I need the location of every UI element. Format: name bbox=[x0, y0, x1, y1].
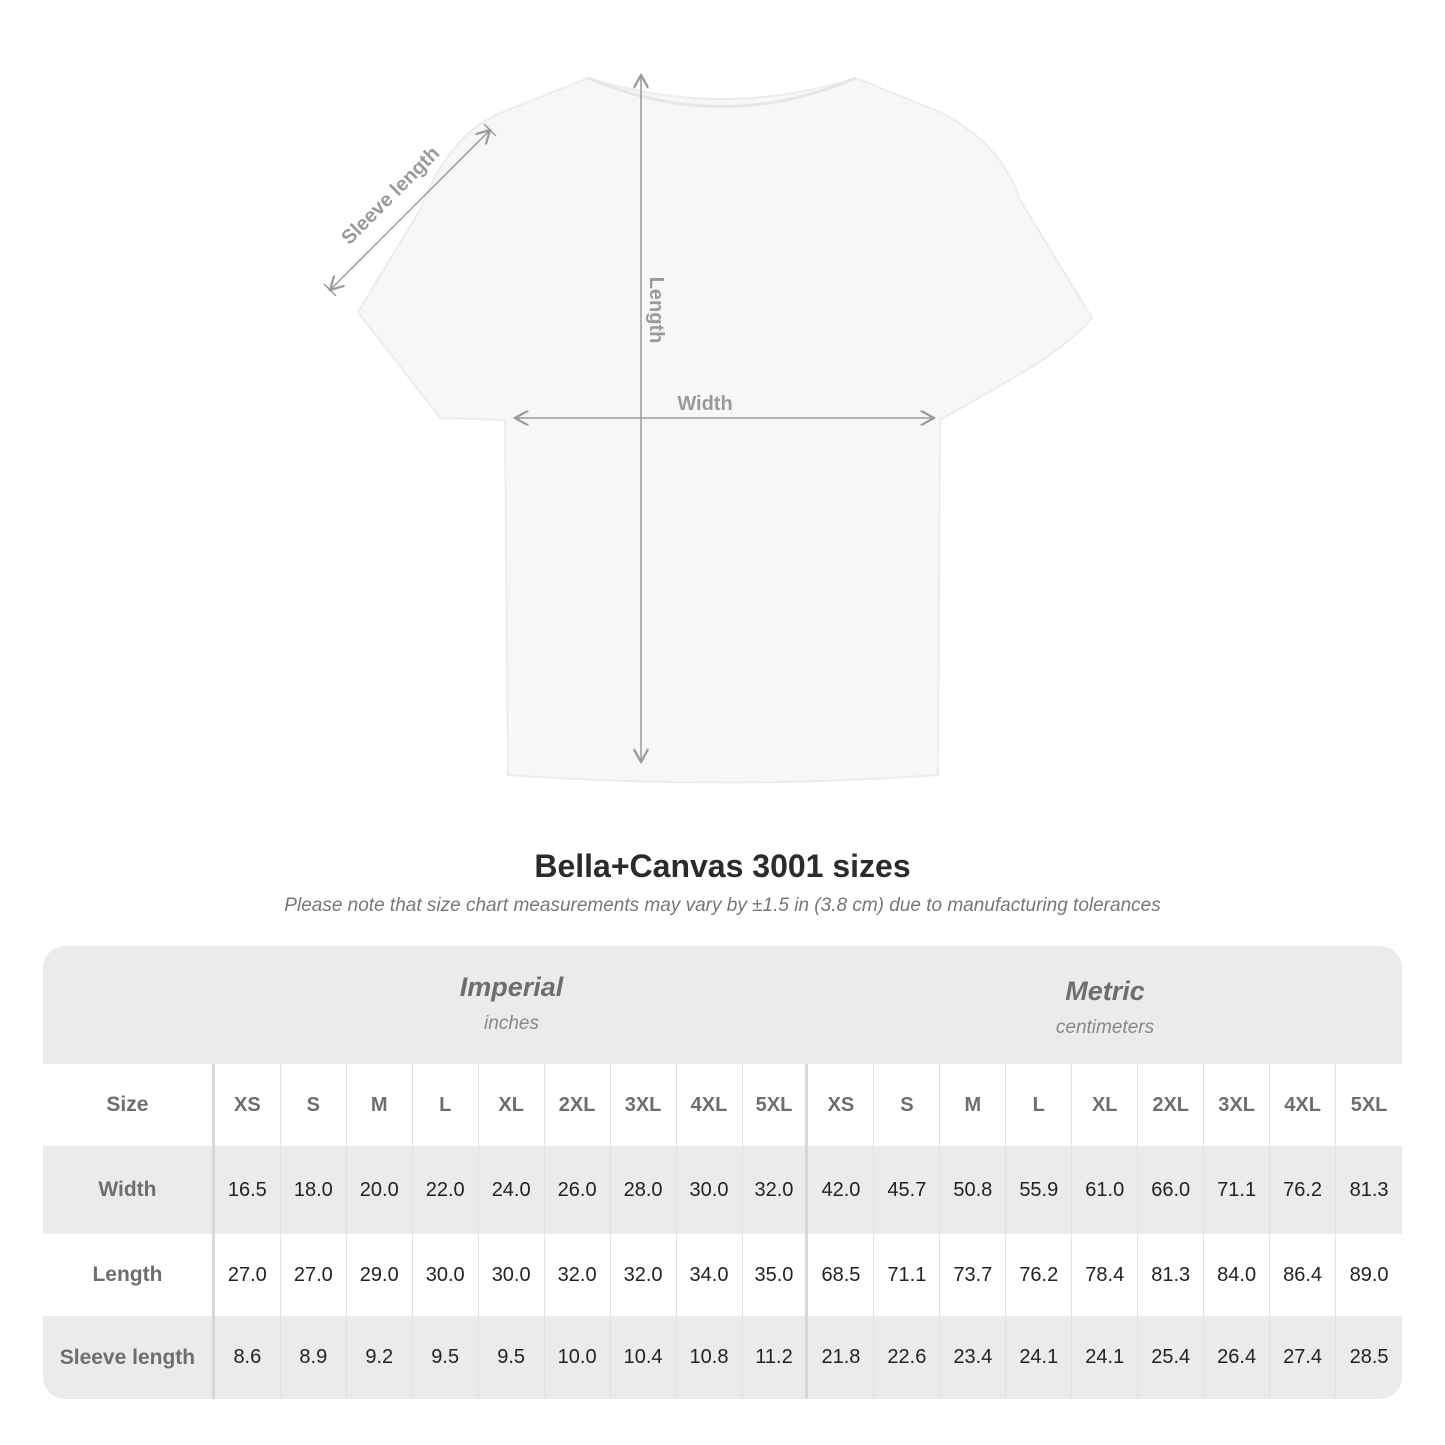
measurement-cell: 11.2 bbox=[743, 1316, 809, 1399]
measurement-cell: 30.0 bbox=[413, 1234, 479, 1316]
size-header-cell: XL bbox=[479, 1064, 545, 1146]
size-table: Imperial inches Metric centimeters Size X… bbox=[43, 946, 1402, 1399]
measurement-cell: 28.0 bbox=[611, 1146, 677, 1234]
metric-heading: Metric bbox=[1065, 976, 1145, 1006]
measurement-cell: 81.3 bbox=[1349, 1178, 1389, 1201]
measurement-cell: 86.4 bbox=[1270, 1234, 1337, 1316]
measurement-cell: 22.6 bbox=[874, 1316, 941, 1399]
measurement-cell: 8.6 bbox=[215, 1316, 281, 1399]
measurement-cell: 16.5 bbox=[215, 1146, 281, 1234]
size-header-cell: 4XL bbox=[677, 1064, 743, 1146]
measurement-cell: 73.7 bbox=[940, 1234, 1007, 1316]
measurement-cell: 29.0 bbox=[347, 1234, 413, 1316]
measurement-cell: 27.4 bbox=[1270, 1316, 1337, 1399]
measurement-cell: 27.0 bbox=[215, 1234, 281, 1316]
measurement-cell: 68.5 bbox=[808, 1234, 875, 1316]
measurement-cell: 81.3 bbox=[1138, 1234, 1205, 1316]
size-header-cell: 5XL bbox=[1350, 1093, 1388, 1116]
measurement-cell: 89.0 bbox=[1349, 1263, 1389, 1286]
measurement-cell: 71.1 bbox=[1204, 1146, 1271, 1234]
measurement-cell: 10.4 bbox=[611, 1316, 677, 1399]
metric-unit: centimeters bbox=[1055, 1017, 1155, 1038]
size-header-row: Size XS S M L XL 2XL 3XL 4XL 5XL XS S M L XL 2XL 3XL 4XL 5… bbox=[43, 1064, 1402, 1146]
table-row: Length 27.0 27.0 29.0 30.0 30.0 32.0 32.0 34.0 35… bbox=[43, 1234, 1402, 1316]
size-header-cell: 2XL bbox=[545, 1064, 611, 1146]
size-header-cell: L bbox=[1006, 1064, 1073, 1146]
tshirt-shape bbox=[356, 76, 1094, 784]
measurement-cell: 42.0 bbox=[808, 1146, 875, 1234]
length-label: Length bbox=[645, 277, 667, 344]
tshirt-diagram: Sleeve length Length Width bbox=[323, 0, 1094, 784]
measurement-cell: 71.1 bbox=[874, 1234, 941, 1316]
size-header-cell: XL bbox=[1072, 1064, 1139, 1146]
imperial-unit: inches bbox=[484, 1013, 539, 1034]
measurement-cell: 78.4 bbox=[1072, 1234, 1139, 1316]
measurement-cell: 24.0 bbox=[479, 1146, 545, 1234]
size-header-cell: 3XL bbox=[1204, 1064, 1271, 1146]
measurement-cell: 8.9 bbox=[281, 1316, 347, 1399]
measurement-cell: 24.1 bbox=[1006, 1316, 1073, 1399]
measurement-cell: 30.0 bbox=[479, 1234, 545, 1316]
measurement-cell: 32.0 bbox=[611, 1234, 677, 1316]
size-header-cell: 3XL bbox=[611, 1064, 677, 1146]
measurement-cell: 26.0 bbox=[545, 1146, 611, 1234]
size-header-cell: S bbox=[281, 1064, 347, 1146]
measurement-cell: 23.4 bbox=[940, 1316, 1007, 1399]
measurement-cell: 32.0 bbox=[545, 1234, 611, 1316]
measurement-cell: 10.0 bbox=[545, 1316, 611, 1399]
measurement-cell: 76.2 bbox=[1006, 1234, 1073, 1316]
imperial-heading: Imperial bbox=[459, 972, 564, 1002]
measurement-cell: 30.0 bbox=[677, 1146, 743, 1234]
width-label: Width bbox=[677, 393, 732, 415]
measurement-cell: 34.0 bbox=[677, 1234, 743, 1316]
measurement-cell: 21.8 bbox=[808, 1316, 875, 1399]
size-header-cell: S bbox=[874, 1064, 941, 1146]
measurement-cell: 35.0 bbox=[743, 1234, 809, 1316]
measurement-cell: 50.8 bbox=[940, 1146, 1007, 1234]
row-label: Width bbox=[43, 1146, 215, 1234]
measurement-cell: 27.0 bbox=[281, 1234, 347, 1316]
tolerance-note: Please note that size chart measurements… bbox=[284, 895, 1161, 916]
size-header-cell: M bbox=[347, 1064, 413, 1146]
size-header-cell: XS bbox=[808, 1064, 875, 1146]
size-header-cell: 5XL bbox=[743, 1064, 809, 1146]
measurement-cell: 28.5 bbox=[1349, 1346, 1389, 1368]
row-label: Length bbox=[43, 1234, 215, 1316]
measurement-cell: 9.5 bbox=[479, 1316, 545, 1399]
size-header-cell: L bbox=[413, 1064, 479, 1146]
measurement-cell: 45.7 bbox=[874, 1146, 941, 1234]
measurement-cell: 24.1 bbox=[1072, 1316, 1139, 1399]
measurement-cell: 55.9 bbox=[1006, 1146, 1073, 1234]
row-label: Sleeve length bbox=[43, 1316, 215, 1399]
measurement-cell: 22.0 bbox=[413, 1146, 479, 1234]
imperial-header: Imperial inches bbox=[215, 946, 808, 1090]
measurement-cell: 66.0 bbox=[1138, 1146, 1205, 1234]
measurement-cell: 84.0 bbox=[1204, 1234, 1271, 1316]
size-header-cell: 4XL bbox=[1270, 1064, 1337, 1146]
measurement-cell: 9.2 bbox=[347, 1316, 413, 1399]
table-row: Sleeve length 8.6 8.9 9.2 9.5 9.5 10.0 10.4 10.8… bbox=[43, 1316, 1402, 1399]
measurement-cell: 18.0 bbox=[281, 1146, 347, 1234]
sleeve-length-arrow bbox=[330, 130, 490, 290]
measurement-cell: 26.4 bbox=[1204, 1316, 1271, 1399]
table-row: Width 16.5 18.0 20.0 22.0 24.0 26.0 28.0 30.0 32.… bbox=[43, 1146, 1402, 1234]
measurement-cell: 10.8 bbox=[677, 1316, 743, 1399]
measurement-cell: 76.2 bbox=[1270, 1146, 1337, 1234]
measurement-cell: 25.4 bbox=[1138, 1316, 1205, 1399]
size-header-cell: 2XL bbox=[1138, 1064, 1205, 1146]
measurement-cell: 9.5 bbox=[413, 1316, 479, 1399]
metric-header: Metric centimeters bbox=[808, 946, 1402, 1094]
measurement-cell: 61.0 bbox=[1072, 1146, 1139, 1234]
size-label: Size bbox=[43, 1064, 215, 1146]
size-header-cell: XS bbox=[215, 1064, 281, 1146]
chart-title: Bella+Canvas 3001 sizes bbox=[534, 848, 911, 884]
size-header-cell: M bbox=[940, 1064, 1007, 1146]
measurement-cell: 32.0 bbox=[743, 1146, 809, 1234]
measurement-cell: 20.0 bbox=[347, 1146, 413, 1234]
